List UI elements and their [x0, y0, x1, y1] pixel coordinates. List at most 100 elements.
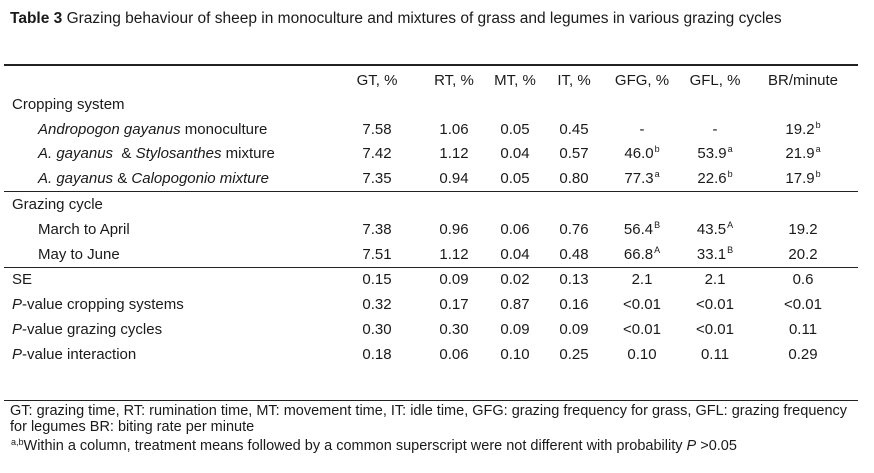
footnote-threshold: >0.05	[696, 438, 737, 454]
cell-gt: 0.30	[330, 317, 424, 342]
cell-value: 0.16	[559, 296, 589, 314]
cell-gfl: <0.01	[682, 317, 748, 342]
cell-rt: 0.06	[424, 342, 484, 367]
cell-it: 0.48	[546, 242, 602, 267]
cell-br: 0.11	[748, 317, 858, 342]
cell-gt: 0.18	[330, 342, 424, 367]
cell-gfl: 53.9a	[682, 142, 748, 167]
grazing-table: GT, % RT, % MT, % IT, % GFG, % GFL, % BR…	[4, 66, 858, 367]
cell-superscript: A	[654, 244, 661, 255]
cell-gfl: 43.5A	[682, 217, 748, 242]
cell-gt: 7.42	[330, 142, 424, 167]
cell-value: <0.01	[696, 296, 734, 314]
cell-value: 0.6	[792, 271, 814, 289]
cell-gfg: 2.1	[602, 266, 682, 293]
table-row: Andropogon gayanus monoculture 7.58 1.06 0.…	[4, 117, 858, 142]
table-caption: Table 3 Grazing behaviour of sheep in mo…	[10, 8, 860, 29]
cell-value: 2.1	[631, 271, 653, 289]
cell-gt: 7.58	[330, 117, 424, 142]
cell-value: 0.17	[439, 296, 469, 314]
row-label: A. gayanus & Stylosanthes mixture	[4, 142, 330, 167]
cell-value: 1.12	[439, 145, 469, 163]
cell-br: 20.2	[748, 242, 858, 267]
row-label-italic-2: Calopogonio mixture	[131, 170, 269, 188]
cell-superscript: B	[727, 244, 734, 255]
cell-it: 0.16	[546, 292, 602, 317]
stats-label-text: -value interaction	[22, 345, 137, 363]
cell-gt: 7.51	[330, 242, 424, 267]
cell-superscript: b	[815, 169, 821, 180]
row-label: May to June	[38, 245, 120, 263]
cell-mt: 0.02	[484, 266, 546, 293]
cell-value: 0.11	[700, 345, 730, 363]
cell-br: 0.29	[748, 342, 858, 367]
cell-value: 0.05	[500, 170, 530, 188]
col-header-gt: GT, %	[356, 71, 398, 89]
stats-row: P-value interaction 0.18 0.06 0.10 0.25 0.10 0…	[4, 342, 858, 367]
cell-value: 33.1	[696, 245, 727, 263]
table-row: A. gayanus & Stylosanthes mixture 7.42 1.1…	[4, 142, 858, 167]
cell-it: 0.13	[546, 266, 602, 293]
p-symbol: P	[12, 321, 23, 339]
cell-mt: 0.04	[484, 142, 546, 167]
cell-value: 0.02	[500, 271, 530, 289]
section-title-cropping: Cropping system	[12, 95, 125, 113]
cell-value: 1.06	[439, 120, 469, 138]
cell-it: 0.80	[546, 166, 602, 191]
cell-value: 0.76	[559, 220, 589, 238]
section-title-grazing: Grazing cycle	[4, 191, 858, 217]
row-label-mid: &	[113, 145, 136, 163]
cell-superscript: b	[815, 119, 821, 130]
footnote-superscript: a,b	[11, 437, 24, 447]
cell-value: 0.30	[439, 321, 469, 339]
cell-value: 0.94	[439, 170, 469, 188]
row-label-italic: A. gayanus	[38, 170, 114, 188]
table-row: May to June 7.51 1.12 0.04 0.48 66.8A 33.1B 20.…	[4, 242, 858, 267]
cell-rt: 0.09	[424, 266, 484, 293]
row-label-italic: Andropogon gayanus	[38, 120, 181, 138]
cell-it: 0.45	[546, 117, 602, 142]
row-label-mid: &	[113, 170, 132, 188]
cell-value: 2.1	[704, 271, 726, 289]
cell-gfg: 56.4B	[602, 217, 682, 242]
cell-mt: 0.05	[484, 117, 546, 142]
cell-value: 7.51	[362, 245, 392, 263]
cell-mt: 0.87	[484, 292, 546, 317]
stats-label-text: -value grazing cycles	[22, 321, 163, 339]
col-header-rt: RT, %	[434, 71, 474, 89]
row-label-rest: monoculture	[180, 120, 268, 138]
cell-value: <0.01	[623, 321, 661, 339]
stats-label: SE	[4, 266, 330, 293]
cell-value: 43.5	[696, 220, 727, 238]
cell-br: 21.9a	[748, 142, 858, 167]
cell-gfg: <0.01	[602, 292, 682, 317]
cell-gfg: 66.8A	[602, 242, 682, 267]
cell-value: 0.25	[559, 345, 589, 363]
p-symbol: P	[12, 296, 23, 314]
stats-label: P-value grazing cycles	[4, 317, 330, 342]
cell-value: 7.42	[362, 145, 392, 163]
cell-it: 0.57	[546, 142, 602, 167]
cell-value: 0.13	[559, 271, 589, 289]
cell-value: 0.30	[362, 321, 392, 339]
cell-rt: 0.96	[424, 217, 484, 242]
col-header-gfl: GFL, %	[689, 71, 741, 89]
header-blank	[4, 66, 330, 92]
cell-value: 19.2	[788, 220, 818, 238]
cell-value: 0.09	[559, 321, 589, 339]
cell-mt: 0.10	[484, 342, 546, 367]
col-header-mt: MT, %	[494, 71, 536, 89]
cell-value: 7.58	[362, 120, 392, 138]
cell-rt: 0.30	[424, 317, 484, 342]
bottom-rule	[4, 400, 858, 401]
stats-label-text: SE	[12, 271, 33, 289]
cell-value: 0.29	[788, 345, 818, 363]
table-body: Cropping system Andropogon gayanus monocu…	[4, 92, 858, 367]
cell-gt: 7.38	[330, 217, 424, 242]
cell-mt: 0.04	[484, 242, 546, 267]
col-header-it: IT, %	[557, 71, 591, 89]
cell-value: 21.9	[785, 145, 815, 163]
cell-value: 0.10	[627, 345, 657, 363]
cell-superscript: a	[654, 169, 660, 180]
cell-value: 0.09	[500, 321, 530, 339]
